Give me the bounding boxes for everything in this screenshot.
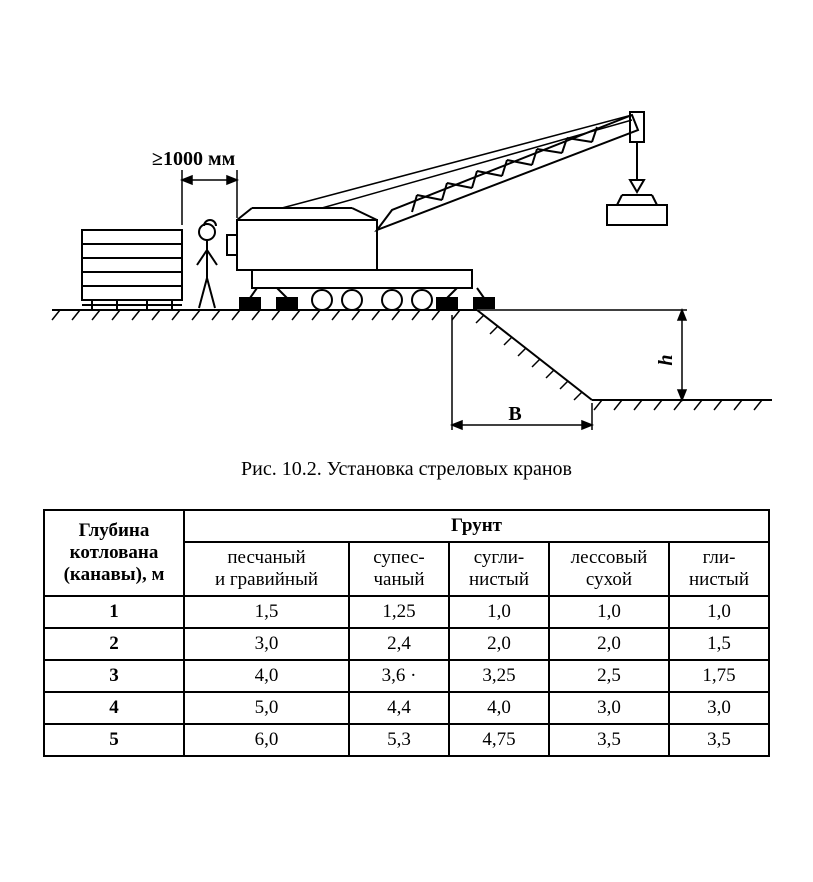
cell: 1,5 (184, 596, 349, 628)
depth: 2 (44, 628, 184, 660)
cell: 1,25 (349, 596, 449, 628)
cell: 5,0 (184, 692, 349, 724)
cell: 3,0 (184, 628, 349, 660)
dim-b-label: B (508, 403, 521, 425)
row-header: Глубина котлована (канавы), м (44, 510, 184, 596)
table-row: 1 1,5 1,25 1,0 1,0 1,0 (44, 596, 769, 628)
cell: 4,0 (184, 660, 349, 692)
cell: 1,0 (449, 596, 549, 628)
cell: 3,25 (449, 660, 549, 692)
crane-svg: ≥1000 мм B h (22, 20, 792, 440)
cell: 3,0 (549, 692, 669, 724)
cell: 2,0 (549, 628, 669, 660)
col-4: гли- нистый (669, 542, 769, 596)
cell: 3,0 (669, 692, 769, 724)
cell: 3,6 · (349, 660, 449, 692)
col-0: песчаный и гравийный (184, 542, 349, 596)
depth: 1 (44, 596, 184, 628)
figure-diagram: ≥1000 мм B h (22, 20, 792, 440)
figure-caption: Рис. 10.2. Установка стреловых кранов (20, 458, 793, 481)
dim-h-label: h (655, 354, 677, 365)
cell: 1,0 (669, 596, 769, 628)
cell: 2,4 (349, 628, 449, 660)
cell: 2,5 (549, 660, 669, 692)
group-header: Грунт (184, 510, 769, 542)
soil-table: Глубина котлована (канавы), м Грунт песч… (43, 509, 770, 757)
table-row: 3 4,0 3,6 · 3,25 2,5 1,75 (44, 660, 769, 692)
table-row: 5 6,0 5,3 4,75 3,5 3,5 (44, 724, 769, 756)
cell: 3,5 (549, 724, 669, 756)
cell: 4,4 (349, 692, 449, 724)
cell: 3,5 (669, 724, 769, 756)
table-row: 2 3,0 2,4 2,0 2,0 1,5 (44, 628, 769, 660)
col-2: сугли- нистый (449, 542, 549, 596)
cell: 1,0 (549, 596, 669, 628)
clearance-label: ≥1000 мм (152, 148, 235, 170)
depth: 3 (44, 660, 184, 692)
cell: 4,75 (449, 724, 549, 756)
depth: 4 (44, 692, 184, 724)
depth: 5 (44, 724, 184, 756)
cell: 1,75 (669, 660, 769, 692)
cell: 5,3 (349, 724, 449, 756)
cell: 6,0 (184, 724, 349, 756)
col-3: лессовый сухой (549, 542, 669, 596)
cell: 2,0 (449, 628, 549, 660)
table-row: 4 5,0 4,4 4,0 3,0 3,0 (44, 692, 769, 724)
cell: 4,0 (449, 692, 549, 724)
cell: 1,5 (669, 628, 769, 660)
col-1: супес- чаный (349, 542, 449, 596)
